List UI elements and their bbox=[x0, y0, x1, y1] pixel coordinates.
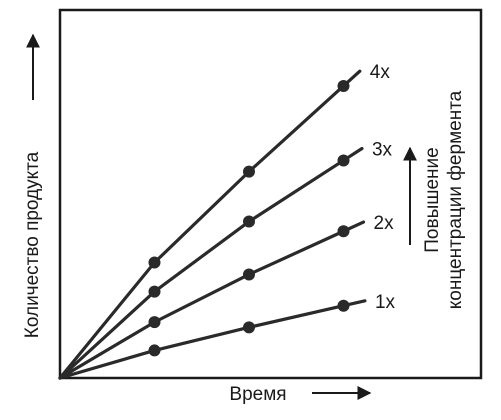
series-label-3x: 3x bbox=[372, 140, 393, 161]
data-point-4x-2 bbox=[243, 165, 255, 178]
data-point-4x-3 bbox=[337, 79, 350, 92]
data-point-2x-2 bbox=[243, 268, 255, 281]
data-point-2x-1 bbox=[148, 316, 161, 329]
data-point-3x-2 bbox=[243, 215, 255, 228]
y-axis-label: Количество продукта bbox=[22, 151, 43, 338]
data-point-1x-1 bbox=[148, 344, 161, 357]
data-point-4x-1 bbox=[148, 256, 161, 269]
plot-frame bbox=[58, 8, 483, 380]
data-point-3x-1 bbox=[148, 285, 161, 298]
series-line-1x bbox=[58, 299, 367, 380]
series-label-4x: 4x bbox=[370, 62, 391, 83]
series-line-3x bbox=[58, 146, 364, 380]
right-label-line1: Повышение bbox=[422, 147, 443, 252]
series-line-2x bbox=[58, 220, 366, 380]
series-label-2x: 2x bbox=[374, 213, 395, 234]
x-axis-label: Время bbox=[229, 384, 286, 405]
right-label-line2: концентрации фермента bbox=[445, 90, 466, 309]
data-point-3x-3 bbox=[337, 154, 350, 167]
data-point-1x-3 bbox=[337, 299, 350, 312]
data-point-1x-2 bbox=[243, 321, 255, 334]
series-line-4x bbox=[58, 69, 362, 380]
series-label-1x: 1x bbox=[375, 292, 396, 313]
data-point-2x-3 bbox=[337, 225, 350, 238]
series-layer: 1x 2x 3x 4x bbox=[58, 62, 396, 380]
